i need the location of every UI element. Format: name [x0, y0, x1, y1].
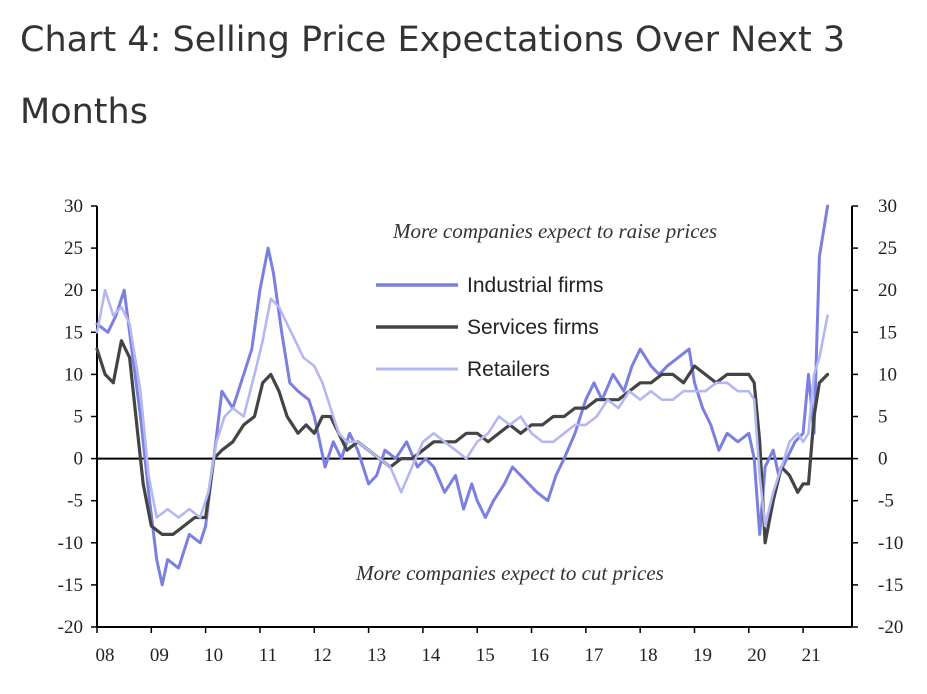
- series-line-services-firms: [95, 339, 830, 545]
- y-tick-label: -5: [878, 491, 894, 512]
- x-tick-label: 10: [204, 645, 223, 666]
- x-tick-label: 13: [367, 645, 386, 666]
- y-tick-label: -20: [58, 617, 83, 638]
- y-tick-label: -20: [878, 617, 903, 638]
- y-tick-label: 0: [74, 449, 84, 470]
- y-axis-left: 30 25 20 15 10 5 0 -5 -10 -15 -20: [58, 196, 97, 638]
- x-tick-label: 09: [150, 645, 169, 666]
- x-tick-label: 20: [747, 645, 766, 666]
- legend: Industrial firms Services firms Retailers: [376, 274, 604, 381]
- x-tick-label: 12: [313, 645, 332, 666]
- y-tick-label: 30: [878, 196, 897, 217]
- x-tick-label: 14: [421, 645, 441, 666]
- chart-title: Chart 4: Selling Price Expectations Over…: [20, 20, 846, 132]
- x-tick-label: 21: [802, 645, 821, 666]
- x-axis: 08 09 10 11 12 13 14 15 16 17 18 19 20 21: [96, 627, 821, 666]
- x-tick-label: 08: [96, 645, 115, 666]
- y-tick-label: 20: [878, 280, 897, 301]
- y-tick-label: 25: [64, 238, 83, 259]
- y-tick-label: 5: [878, 407, 888, 428]
- y-axis-right: 30 25 20 15 10 5 0 -5 -10 -15 -20: [852, 196, 903, 638]
- series-line-industrial-firms: [95, 204, 830, 587]
- y-tick-label: -10: [58, 533, 83, 554]
- y-tick-label: 20: [64, 280, 83, 301]
- x-tick-label: 11: [259, 645, 277, 666]
- annotation-top: More companies expect to raise prices: [392, 219, 717, 243]
- legend-label: Industrial firms: [467, 274, 604, 297]
- x-tick-label: 16: [530, 645, 549, 666]
- y-tick-label: 5: [74, 407, 84, 428]
- y-tick-label: 0: [878, 449, 888, 470]
- legend-label: Services firms: [467, 316, 599, 339]
- y-tick-label: 30: [64, 196, 83, 217]
- series-line-retailers: [95, 288, 829, 528]
- y-tick-label: -5: [67, 491, 83, 512]
- legend-label: Retailers: [467, 358, 550, 381]
- y-tick-label: 10: [64, 364, 83, 385]
- series-layer: [95, 204, 830, 587]
- x-tick-label: 19: [693, 645, 712, 666]
- y-tick-label: 10: [878, 364, 897, 385]
- x-tick-label: 17: [584, 645, 603, 666]
- y-tick-label: -15: [58, 575, 83, 596]
- annotation-bottom: More companies expect to cut prices: [355, 561, 664, 585]
- y-tick-label: -15: [878, 575, 903, 596]
- y-tick-label: 15: [878, 322, 897, 343]
- y-tick-label: 15: [64, 322, 83, 343]
- x-tick-label: 18: [639, 645, 658, 666]
- y-tick-label: 25: [878, 238, 897, 259]
- y-tick-label: -10: [878, 533, 903, 554]
- x-tick-label: 15: [476, 645, 495, 666]
